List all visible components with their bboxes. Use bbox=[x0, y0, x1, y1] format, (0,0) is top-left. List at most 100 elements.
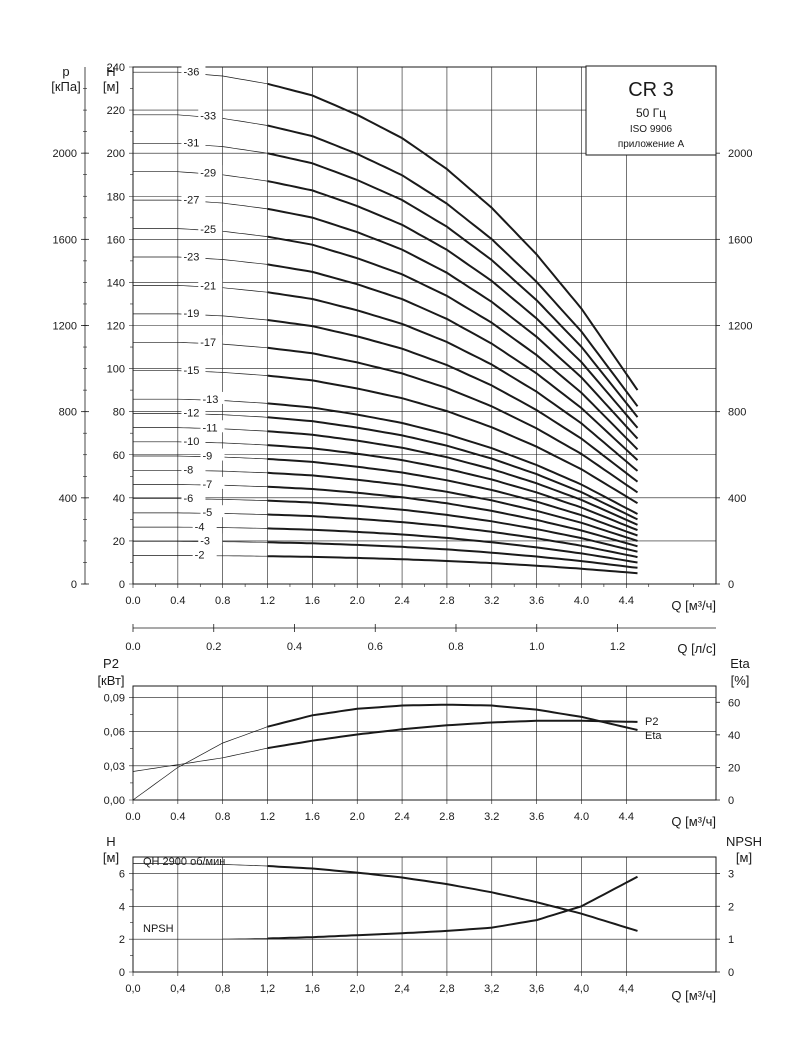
p2-axis-symbol: P2 bbox=[103, 656, 119, 671]
stage-curve--11 bbox=[267, 430, 638, 526]
standard-label: ISO 9906 bbox=[630, 124, 673, 135]
stage-label: -5 bbox=[203, 507, 213, 519]
eta-curve-label: Eta bbox=[645, 730, 662, 742]
stage-curve--12 bbox=[267, 416, 638, 521]
stage-label: -19 bbox=[183, 308, 199, 320]
q-ls-tick-label: 0.0 bbox=[125, 641, 140, 653]
p2-axis-unit: [кВт] bbox=[97, 673, 124, 688]
q-ls-tick-label: 1.0 bbox=[529, 641, 544, 653]
x-tick-label: 4,0 bbox=[574, 983, 589, 995]
stage-label: -4 bbox=[195, 521, 205, 533]
stage-label-bg bbox=[198, 278, 223, 291]
stage-label-bg bbox=[198, 221, 223, 234]
npsh-axis-symbol: NPSH bbox=[726, 834, 762, 849]
y2-tick-label: 2 bbox=[728, 901, 734, 913]
y-tick-label: 0,06 bbox=[104, 727, 125, 739]
stage-label-bg bbox=[200, 476, 225, 489]
stage-label: -3 bbox=[200, 536, 210, 548]
q-ls-tick-label: 0.4 bbox=[287, 641, 302, 653]
stage-label-bg bbox=[192, 547, 217, 560]
stage-curve--33 bbox=[267, 124, 639, 407]
stage-curve-thin--13 bbox=[133, 398, 268, 404]
x-tick-label: 0.0 bbox=[125, 811, 140, 823]
y-tick-label: 200 bbox=[107, 148, 125, 160]
qh-npsh-curves bbox=[133, 863, 638, 940]
stage-curve--2 bbox=[267, 555, 638, 575]
y-tick-label: 20 bbox=[113, 536, 125, 548]
stage-curve--13 bbox=[267, 402, 638, 515]
stage-label: -15 bbox=[183, 365, 199, 377]
stage-label-bg bbox=[198, 335, 223, 348]
power-efficiency-curves bbox=[132, 703, 638, 801]
y-tick-label: 100 bbox=[107, 364, 125, 376]
eta-axis-unit: [%] bbox=[731, 673, 750, 688]
stage-label: -36 bbox=[183, 67, 199, 79]
p-tick-label: 1200 bbox=[53, 321, 77, 333]
x-tick-label: 3.2 bbox=[484, 811, 499, 823]
q-ls-tick-label: 0.2 bbox=[206, 641, 221, 653]
stage-curve--15 bbox=[267, 374, 639, 505]
stage-curve--25 bbox=[267, 235, 639, 451]
stage-label-bg bbox=[198, 108, 223, 121]
x-tick-label: 0.4 bbox=[170, 811, 185, 823]
x-tick-label: 0.8 bbox=[215, 811, 230, 823]
y2-tick-label: 20 bbox=[728, 762, 740, 774]
p-tick-label: 1600 bbox=[53, 234, 77, 246]
eta-axis-symbol: Eta bbox=[730, 656, 750, 671]
stage-label-bg bbox=[181, 135, 206, 148]
stage-label: -2 bbox=[195, 550, 205, 562]
x-tick-label: 1,2 bbox=[260, 983, 275, 995]
x-tick-label: 4.4 bbox=[619, 595, 634, 607]
stage-curve--8 bbox=[267, 471, 638, 542]
power-efficiency-tick-labels: 0.0 0.4 0.8 1.2 1.6 2.0 2.4 2.8 3.2 3.6 4.0 4.4 0,00… bbox=[104, 692, 741, 823]
plot-frame bbox=[132, 856, 717, 973]
p-tick-label: 800 bbox=[59, 407, 77, 419]
frequency-label: 50 Гц bbox=[636, 106, 666, 120]
y-tick-label: 0 bbox=[119, 967, 125, 979]
x-tick-label: 1.6 bbox=[305, 811, 320, 823]
q-ls-tick-label: 0.6 bbox=[368, 641, 383, 653]
qh-npsh-grid bbox=[129, 856, 720, 976]
curve-P2 bbox=[267, 719, 638, 750]
x-tick-label: 4,4 bbox=[619, 983, 634, 995]
stage-curve--31 bbox=[267, 152, 639, 418]
y-tick-label: 2 bbox=[119, 934, 125, 946]
stage-curve--36 bbox=[267, 82, 639, 391]
x-tick-label: 4.4 bbox=[619, 811, 634, 823]
qh-tick-labels: 0.0 0.4 0.8 1.2 1.6 2.0 2.4 2.8 3.2 3.6 4.0 4.4 0 20 4… bbox=[53, 62, 753, 653]
qh-npsh-tick-labels: 0,0 0,4 0,8 1,2 1,6 2,0 2,4 2,8 3,2 3,6 4,0 4,4 0 2 4 6… bbox=[119, 868, 734, 995]
x-tick-label: 1,6 bbox=[305, 983, 320, 995]
y-tick-label: 240 bbox=[107, 62, 125, 74]
p-tick-label: 400 bbox=[59, 493, 77, 505]
stage-label: -13 bbox=[203, 394, 219, 406]
stage-curve--21 bbox=[267, 291, 639, 472]
qh-curve-label: QH 2900 об/мин bbox=[143, 856, 225, 868]
y-tick-label: 40 bbox=[113, 493, 125, 505]
stage-label-bg bbox=[181, 249, 206, 262]
curve-Eta bbox=[267, 703, 638, 731]
x-tick-label: 2.0 bbox=[350, 595, 365, 607]
stage-label-bg bbox=[192, 519, 217, 532]
stage-curve--19 bbox=[267, 319, 639, 483]
y-tick-label: 0,03 bbox=[104, 761, 125, 773]
x-tick-label: 4.0 bbox=[574, 595, 589, 607]
y2-tick-label: 0 bbox=[728, 795, 734, 807]
x-tick-label: 3.2 bbox=[484, 595, 499, 607]
stage-label-bg bbox=[181, 64, 206, 77]
y-tick-label: 0,00 bbox=[104, 795, 125, 807]
stage-curve--4 bbox=[267, 527, 638, 564]
x-tick-label: 3,6 bbox=[529, 983, 544, 995]
x-tick-label: 2.8 bbox=[439, 595, 454, 607]
y2-tick-label: 3 bbox=[728, 868, 734, 880]
y2-tick-label: 800 bbox=[728, 407, 746, 419]
p-tick-label: 0 bbox=[71, 579, 77, 591]
x-tick-label: 0,0 bbox=[125, 983, 140, 995]
h-axis-symbol: H bbox=[106, 64, 115, 79]
x-tick-label: 2.4 bbox=[394, 811, 409, 823]
x-tick-label: 2,8 bbox=[439, 983, 454, 995]
y-tick-label: 180 bbox=[107, 191, 125, 203]
qh-stage-curves: -2 -3 -4 -5 -6 -7 -8 -9 -10 -11 -12 -13 -15 -17 -19 -21… bbox=[133, 64, 639, 575]
x-tick-label: 0.8 bbox=[215, 595, 230, 607]
stage-label: -6 bbox=[183, 493, 193, 505]
curve-thin-NPSH bbox=[222, 938, 268, 940]
